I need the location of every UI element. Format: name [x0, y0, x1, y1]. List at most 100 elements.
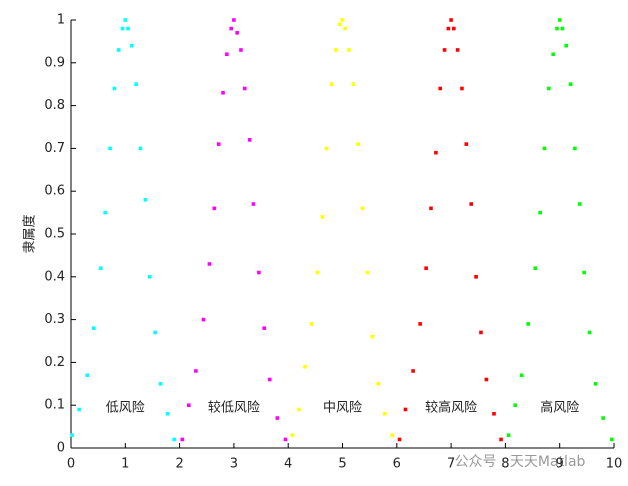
y-tick-label: 0.1	[44, 398, 65, 413]
scatter-point	[138, 146, 143, 151]
scatter-point	[593, 382, 598, 386]
scatter-point	[519, 373, 524, 378]
scatter-point	[434, 150, 438, 155]
scatter-point	[187, 403, 191, 407]
scatter-point	[411, 369, 415, 373]
scatter-point	[242, 86, 247, 91]
y-tick-label: 0.2	[44, 355, 65, 370]
scatter-point	[180, 437, 185, 442]
scatter-point	[356, 142, 361, 146]
y-tick-label: 0.7	[44, 141, 65, 156]
scatter-point	[484, 377, 489, 382]
scatter-point	[251, 202, 256, 206]
y-tick-label: 0.8	[44, 98, 65, 113]
scatter-point	[610, 437, 614, 442]
scatter-point	[239, 48, 243, 52]
x-tick-label: 7	[447, 457, 455, 472]
scatter-point	[460, 86, 464, 91]
scatter-point	[247, 138, 252, 142]
scatter-point	[424, 266, 428, 271]
scatter-point	[573, 146, 577, 151]
scatter-point	[551, 52, 555, 57]
x-tick-label: 10	[606, 457, 623, 472]
scatter-point	[283, 437, 288, 442]
scatter-point	[555, 26, 559, 31]
scatter-point	[257, 270, 261, 275]
x-tick-label: 2	[175, 457, 183, 472]
scatter-point	[474, 275, 478, 279]
scatter-point	[340, 18, 345, 22]
scatter-point	[365, 270, 370, 275]
scatter-point	[513, 403, 517, 407]
scatter-point	[557, 18, 562, 22]
scatter-point	[452, 26, 456, 31]
scatter-point	[103, 210, 108, 215]
scatter-point	[172, 437, 176, 442]
scatter-point	[351, 82, 356, 86]
scatter-point	[194, 369, 198, 373]
scatter-point	[446, 26, 451, 31]
scatter-point	[542, 146, 547, 151]
scatter-point	[70, 433, 74, 437]
scatter-point	[442, 48, 447, 52]
scatter-point	[126, 26, 130, 31]
scatter-point	[275, 416, 280, 420]
scatter-point	[112, 86, 117, 91]
scatter-point	[120, 26, 125, 31]
x-tick-label: 4	[284, 457, 292, 472]
scatter-point	[116, 48, 121, 52]
scatter-point	[134, 82, 138, 86]
scatter-point	[108, 146, 112, 151]
y-axis-label: 隶属度	[22, 214, 38, 253]
scatter-point	[303, 364, 307, 369]
scatter-point	[533, 266, 538, 271]
scatter-point	[158, 382, 163, 386]
scatter-point	[403, 407, 408, 412]
scatter-point	[324, 146, 329, 151]
x-tick-label: 1	[121, 457, 129, 472]
scatter-point	[587, 330, 592, 335]
x-tick-label: 3	[230, 457, 238, 472]
x-tick-label: 5	[338, 457, 346, 472]
x-tick-label: 9	[556, 457, 564, 472]
annotation: 较高风险	[425, 400, 477, 416]
scatter-point	[343, 26, 348, 31]
annotation: 低风险	[106, 401, 145, 416]
scatter-point	[262, 326, 267, 330]
y-tick-label: 0.9	[44, 55, 65, 70]
scatter-point	[564, 43, 569, 48]
scatter-point	[560, 26, 565, 31]
scatter-point	[370, 334, 375, 339]
scatter-point	[92, 326, 96, 330]
watermark: 公众号 · 天天Matlab	[455, 454, 586, 470]
scatter-point	[290, 433, 295, 437]
scatter-point	[397, 437, 402, 442]
annotation: 较低风险	[208, 401, 260, 416]
scatter-point	[390, 433, 395, 437]
scatter-point	[582, 270, 586, 275]
scatter-point	[309, 322, 314, 326]
scatter-point	[207, 262, 212, 266]
scatter-point	[221, 90, 225, 95]
scatter-point	[455, 48, 460, 52]
scatter-point	[143, 197, 148, 202]
scatter-point	[568, 82, 573, 86]
scatter-point	[99, 266, 103, 271]
scatter-point	[418, 322, 422, 326]
scatter-point	[232, 18, 236, 22]
scatter-point	[438, 86, 443, 91]
scatter-point	[492, 411, 496, 416]
scatter-point	[297, 407, 301, 412]
y-tick-label: 0.5	[44, 227, 65, 242]
annotation: 中风险	[323, 401, 362, 416]
scatter-point	[601, 416, 605, 420]
scatter-point	[376, 382, 381, 386]
scatter-point	[235, 31, 239, 35]
x-tick-label: 8	[501, 457, 509, 472]
scatter-point	[229, 26, 233, 31]
scatter-point	[499, 437, 503, 442]
scatter-point	[216, 142, 221, 146]
scatter-point	[360, 206, 365, 211]
scatter-point	[147, 275, 152, 279]
